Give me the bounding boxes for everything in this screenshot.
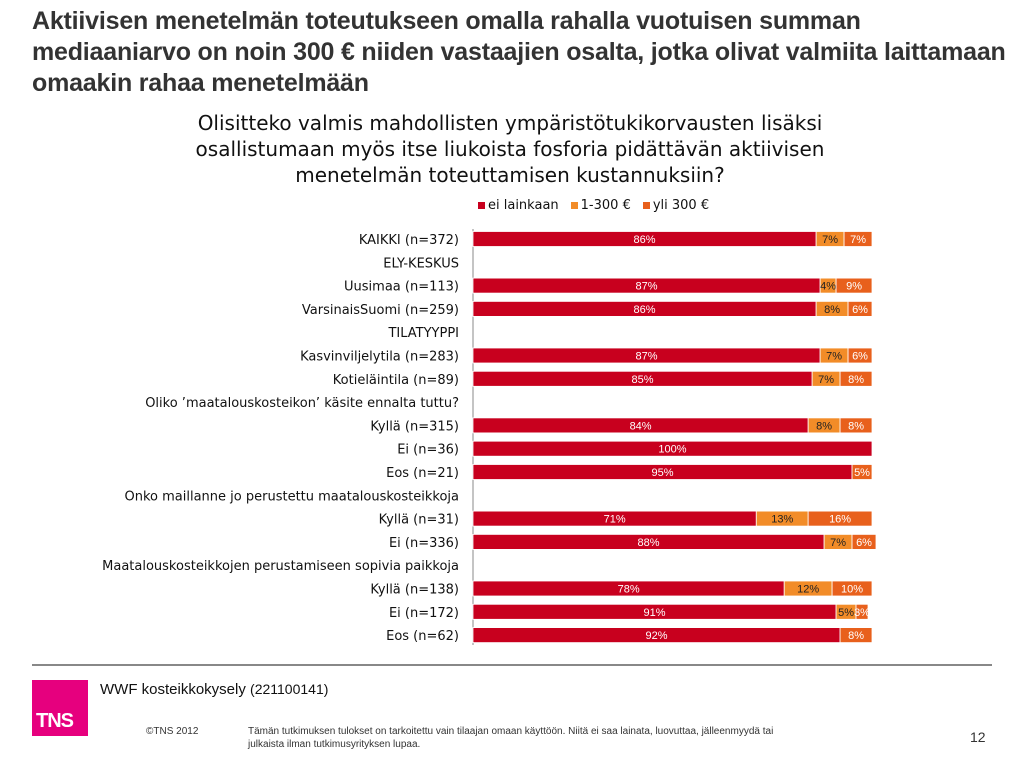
copyright: ©TNS 2012 xyxy=(146,726,199,737)
category-label: Oliko ’maatalouskosteikon’ käsite ennalt… xyxy=(145,396,459,411)
data-label: 5% xyxy=(838,607,854,619)
category-label: Onko maillanne jo perustettu maatalousko… xyxy=(125,489,460,504)
legend-swatch-1-300 xyxy=(570,202,578,209)
category-label: TILATYYPPI xyxy=(387,326,459,341)
data-label: 87% xyxy=(636,351,658,363)
data-label: 6% xyxy=(852,304,868,316)
data-label: 7% xyxy=(830,537,846,549)
category-label: Ei (n=336) xyxy=(389,536,459,551)
bar-segment-yli-300- xyxy=(839,370,873,387)
category-label: VarsinaisSuomi (n=259) xyxy=(302,303,459,318)
tns-logo-text: TNS xyxy=(36,710,74,732)
data-label: 86% xyxy=(634,234,656,246)
data-label: 88% xyxy=(638,537,660,549)
data-label: 92% xyxy=(646,630,668,642)
data-label: 8% xyxy=(848,420,864,432)
survey-code: (221100141) xyxy=(250,681,329,697)
data-label: 4% xyxy=(820,281,836,293)
legend-label: yli 300 € xyxy=(652,198,710,213)
legend-item-ei-lainkaan: ei lainkaan xyxy=(478,198,559,213)
survey-title: WWF kosteikkokysely xyxy=(100,681,246,698)
data-label: 84% xyxy=(630,420,652,432)
data-label: 7% xyxy=(826,351,842,363)
legend-swatch-ei-lainkaan xyxy=(478,202,485,209)
category-label: ELY-KESKUS xyxy=(383,256,459,271)
category-label: Maatalouskosteikkojen perustamiseen sopi… xyxy=(102,559,459,574)
bar-segment-yli-300- xyxy=(835,277,873,294)
category-label: Uusimaa (n=113) xyxy=(344,280,459,295)
legend-item-1-300: 1-300 € xyxy=(570,198,631,213)
legend-label: 1-300 € xyxy=(580,198,631,213)
bar-segment-yli-300- xyxy=(839,627,873,643)
data-label: 10% xyxy=(841,584,863,596)
category-label: Ei (n=36) xyxy=(397,443,459,458)
category-label: Eos (n=62) xyxy=(386,629,459,644)
data-label: 16% xyxy=(829,514,851,526)
data-label: 8% xyxy=(816,420,832,432)
legend-swatch-yli-300 xyxy=(642,202,650,209)
data-label: 3% xyxy=(854,607,870,619)
data-label: 13% xyxy=(771,514,793,526)
category-label: Kotieläintila (n=89) xyxy=(333,373,459,388)
data-label: 6% xyxy=(856,537,872,549)
data-label: 6% xyxy=(852,351,868,363)
category-label: Ei (n=172) xyxy=(389,606,459,621)
category-label: Eos (n=21) xyxy=(386,466,459,481)
disclaimer: Tämän tutkimuksen tulokset on tarkoitett… xyxy=(248,726,774,750)
data-label: 8% xyxy=(848,630,864,642)
data-label: 71% xyxy=(604,514,626,526)
data-label: 91% xyxy=(644,607,666,619)
category-label: Kyllä (n=31) xyxy=(379,513,459,528)
data-label: 7% xyxy=(822,234,838,246)
category-label: KAIKKI (n=372) xyxy=(359,233,459,248)
tns-logo xyxy=(32,680,88,736)
legend-item-yli-300: yli 300 € xyxy=(642,198,710,213)
data-label: 8% xyxy=(848,374,864,386)
bar-segment-yli-300- xyxy=(843,231,873,247)
bar-segment-yli-300- xyxy=(855,603,869,620)
category-label: Kyllä (n=138) xyxy=(370,583,459,598)
data-label: 86% xyxy=(634,304,656,316)
data-label: 85% xyxy=(632,374,654,386)
data-label: 7% xyxy=(850,234,866,246)
data-label: 5% xyxy=(854,467,870,479)
bar-segment-yli-300- xyxy=(839,417,873,434)
slide-title: Aktiivisen menetelmän toteutukseen omall… xyxy=(32,7,1006,97)
data-label: 8% xyxy=(824,304,840,316)
chart-title: Olisitteko valmis mahdollisten ympäristö… xyxy=(195,111,825,187)
bar-segment-yli-300- xyxy=(847,300,873,317)
survey-name: WWF kosteikkokysely (221100141) xyxy=(100,681,328,698)
bar-segment-yli-300- xyxy=(807,510,873,527)
data-label: 9% xyxy=(846,281,862,293)
data-label: 12% xyxy=(797,584,819,596)
bar-segment-yli-300- xyxy=(851,464,873,480)
chart-legend: ei lainkaan 1-300 € yli 300 € xyxy=(478,198,709,213)
bar-segment-yli-300- xyxy=(847,347,873,364)
bar-segment-ei-lainkaan xyxy=(472,440,873,457)
footer-divider xyxy=(32,664,992,666)
data-label: 95% xyxy=(652,467,674,479)
category-label: Kasvinviljelytila (n=283) xyxy=(300,350,459,365)
data-label: 100% xyxy=(658,444,686,456)
category-label: Kyllä (n=315) xyxy=(370,419,459,434)
data-label: 7% xyxy=(818,374,834,386)
page-number: 12 xyxy=(970,729,986,745)
data-label: 78% xyxy=(618,584,640,596)
legend-label: ei lainkaan xyxy=(488,198,559,213)
bar-segment-yli-300- xyxy=(851,534,877,550)
data-label: 87% xyxy=(636,281,658,293)
bar-segment-yli-300- xyxy=(831,580,873,597)
